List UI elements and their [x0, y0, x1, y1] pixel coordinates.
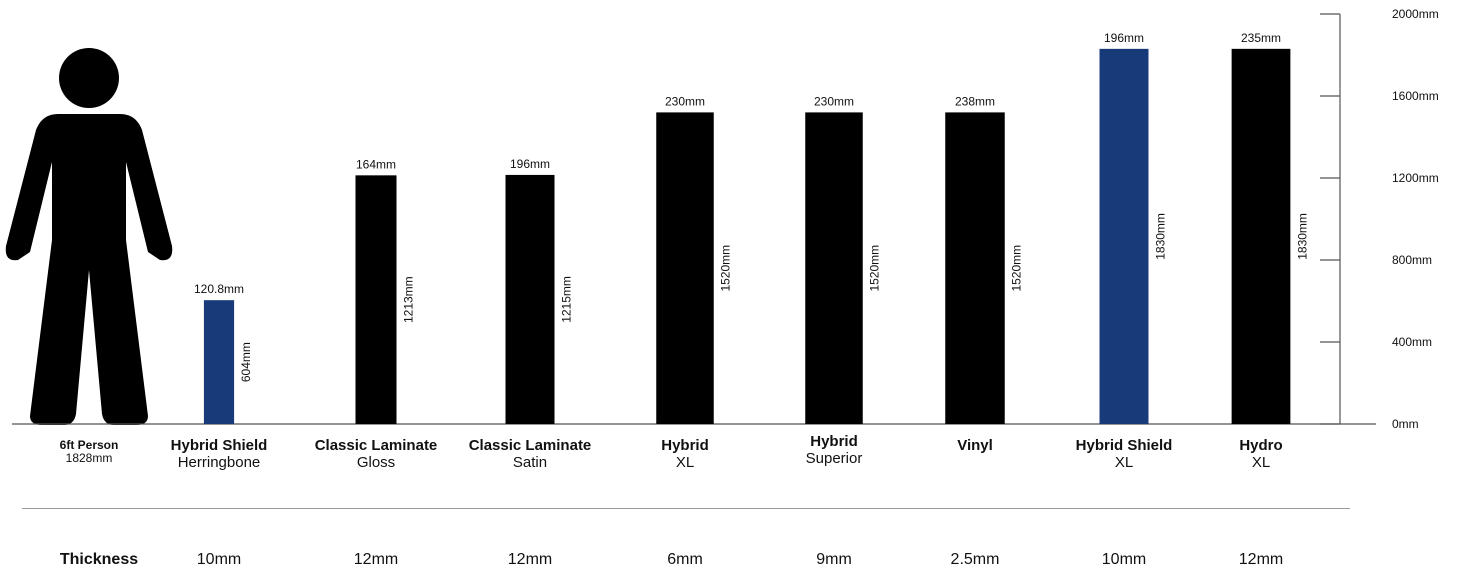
- bar: [656, 112, 714, 425]
- bar-length-label: 1520mm: [868, 245, 882, 292]
- y-tick-label: 0mm: [1392, 417, 1419, 431]
- bar: [203, 300, 235, 424]
- person-height-label: 1828mm: [65, 451, 113, 465]
- thickness-value: 9mm: [816, 551, 852, 568]
- category-sublabel: Herringbone: [177, 454, 261, 471]
- category-label: Hybrid: [810, 433, 858, 450]
- category-label: Hybrid Shield: [170, 437, 268, 454]
- category-sublabel: XL: [675, 454, 695, 471]
- bar-length-label: 604mm: [239, 342, 253, 382]
- category-label: Classic Laminate: [468, 437, 592, 454]
- bar-width-label: 230mm: [665, 94, 705, 108]
- bar: [505, 174, 555, 424]
- y-tick-label: 1200mm: [1392, 171, 1439, 185]
- category-sublabel: XL: [1114, 454, 1134, 471]
- bar-length-label: 1520mm: [719, 245, 733, 292]
- thickness-value: 10mm: [1101, 551, 1147, 568]
- bar: [1099, 48, 1149, 424]
- thickness-value: 12mm: [1238, 551, 1284, 568]
- divider-rule: [22, 508, 1350, 509]
- y-tick-label: 2000mm: [1392, 7, 1439, 21]
- bar-width-label: 230mm: [814, 94, 854, 108]
- thickness-value: 6mm: [667, 551, 703, 568]
- category-label: Hybrid: [661, 437, 709, 454]
- bar-width-label: 196mm: [1104, 31, 1144, 45]
- bar-length-label: 1830mm: [1295, 213, 1309, 260]
- y-tick-label: 1600mm: [1392, 89, 1439, 103]
- category-sublabel: Superior: [805, 450, 863, 467]
- person-label: 6ft Person: [59, 438, 119, 452]
- person-icon: [5, 48, 173, 425]
- category-sublabel: Gloss: [356, 454, 396, 471]
- bar-width-label: 164mm: [356, 157, 396, 171]
- category-label: Vinyl: [957, 437, 993, 454]
- bar-length-label: 1520mm: [1010, 245, 1024, 292]
- thickness-value: 2.5mm: [950, 551, 1000, 568]
- y-tick-label: 400mm: [1392, 335, 1432, 349]
- bar: [805, 112, 863, 425]
- bar-width-label: 235mm: [1241, 31, 1281, 45]
- category-label: Hybrid Shield: [1075, 437, 1173, 454]
- bar-width-label: 196mm: [510, 157, 550, 171]
- bar-length-label: 1830mm: [1154, 213, 1168, 260]
- bar-width-label: 120.8mm: [194, 282, 244, 296]
- bar: [945, 112, 1005, 425]
- thickness-value: 12mm: [507, 551, 553, 568]
- bar-length-label: 1215mm: [560, 276, 574, 323]
- category-sublabel: Satin: [512, 454, 548, 471]
- bar-width-label: 238mm: [955, 94, 995, 108]
- bar: [355, 175, 397, 424]
- y-tick-label: 800mm: [1392, 253, 1432, 267]
- thickness-value: 10mm: [196, 551, 242, 568]
- category-label: Classic Laminate: [314, 437, 438, 454]
- bar: [1231, 48, 1291, 424]
- thickness-value: 12mm: [353, 551, 399, 568]
- thickness-label: Thickness: [59, 551, 139, 568]
- category-sublabel: XL: [1251, 454, 1271, 471]
- category-label: Hydro: [1239, 437, 1283, 454]
- bar-length-label: 1213mm: [402, 276, 416, 323]
